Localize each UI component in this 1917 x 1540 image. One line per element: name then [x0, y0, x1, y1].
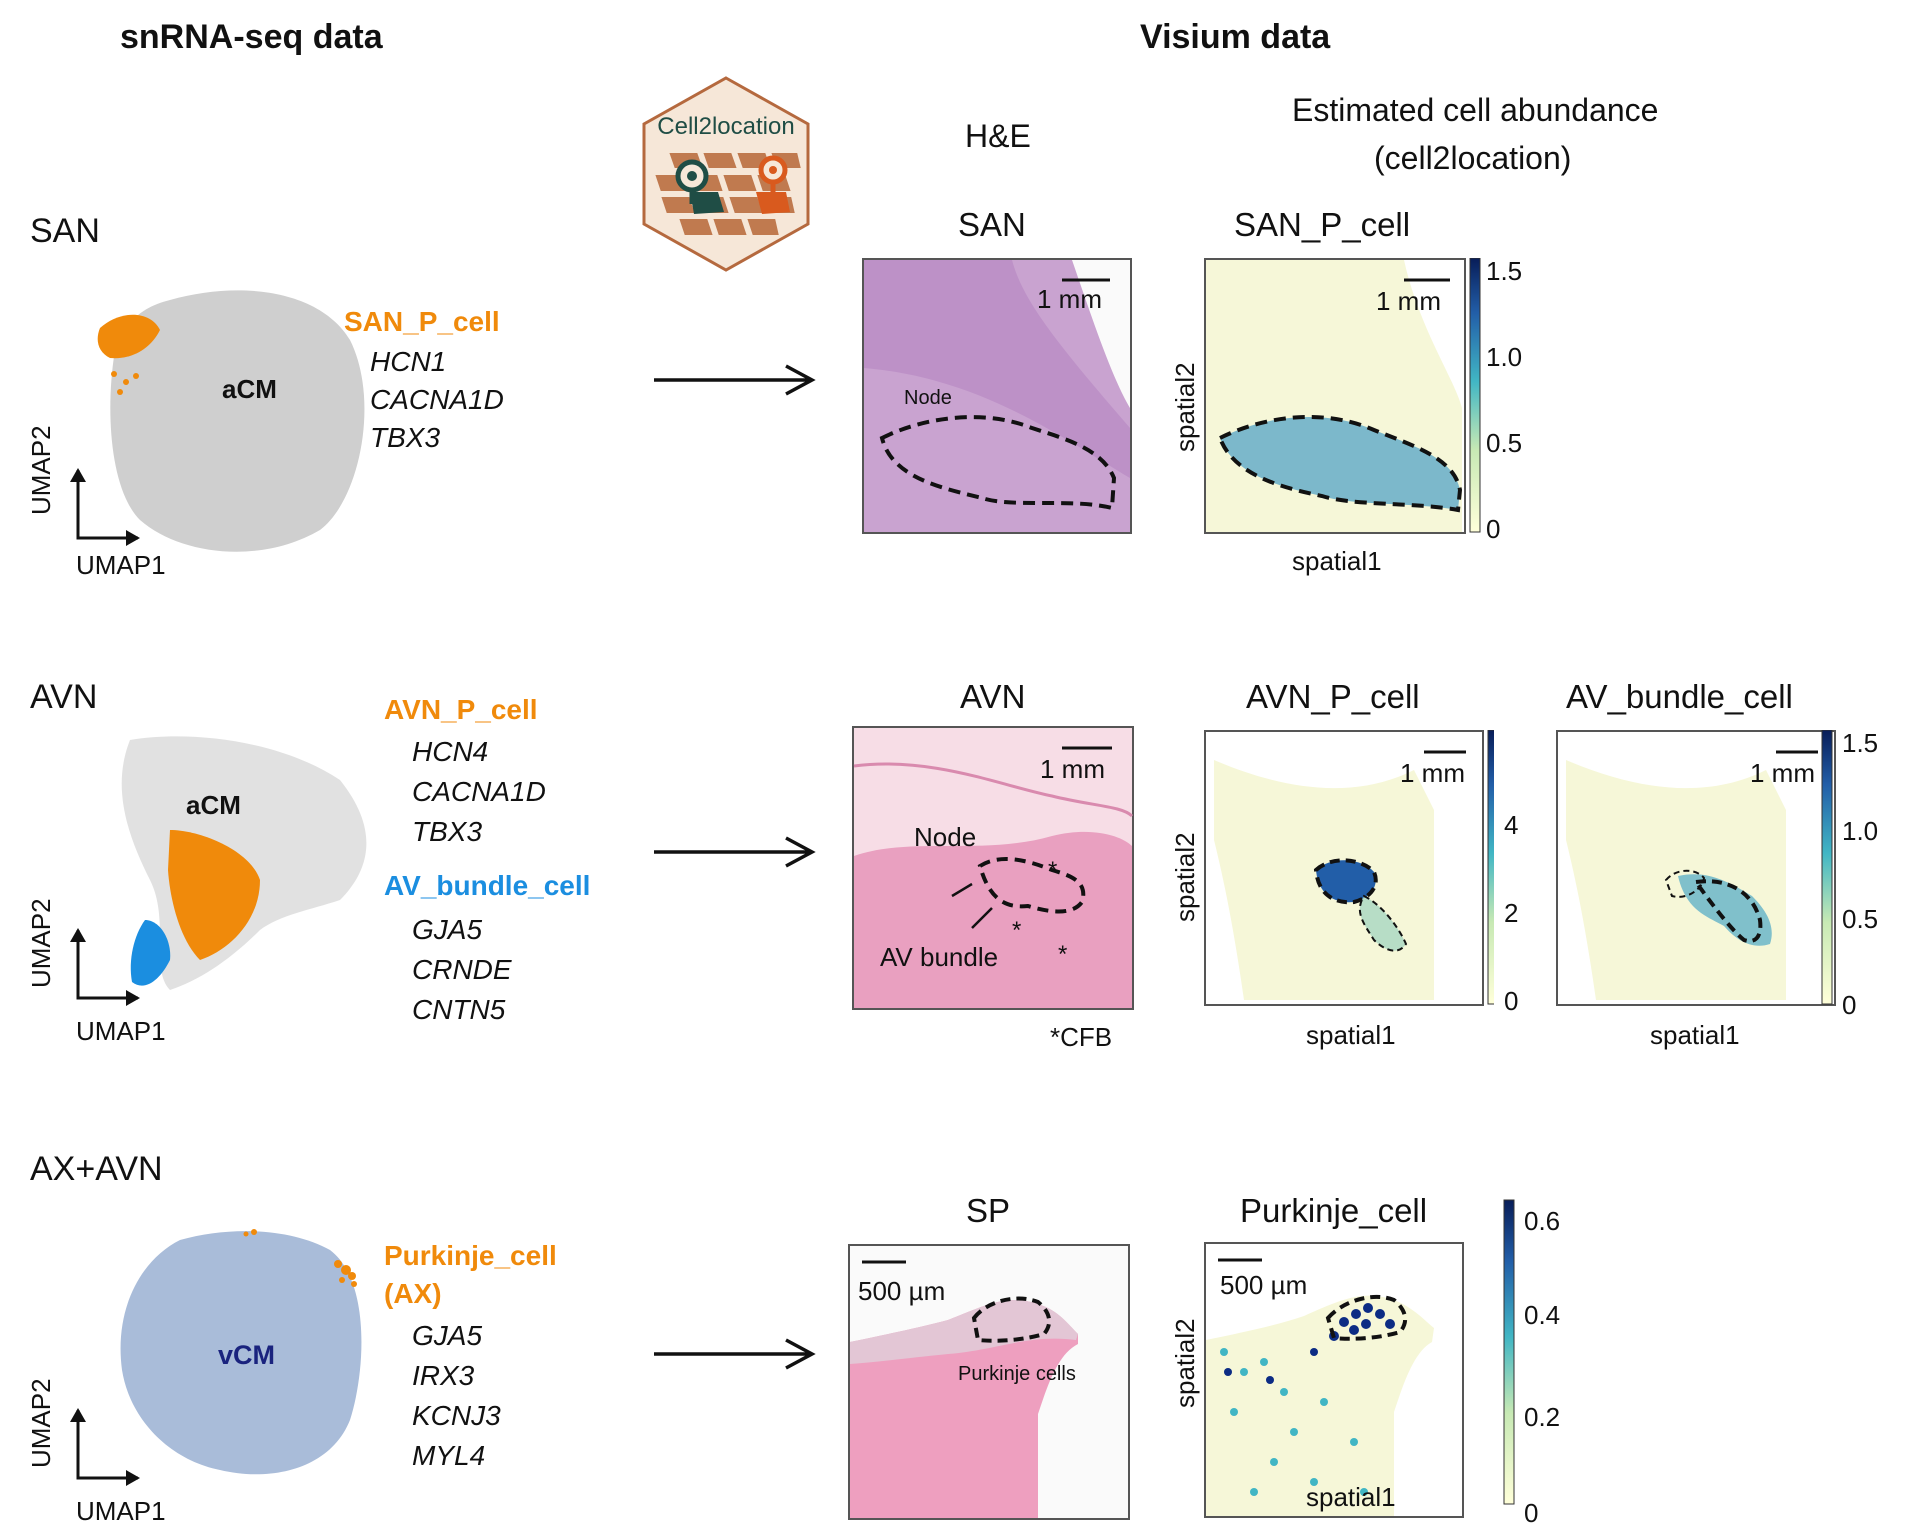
avn-gene-1: HCN4: [412, 736, 489, 767]
ax-cbar-tick-3: 0.2: [1524, 1402, 1561, 1432]
umap-axes-san: [70, 468, 140, 546]
arrow-ax: [654, 1338, 816, 1370]
visium-header: Visium data: [1140, 18, 1331, 56]
umap-san: aCM: [97, 290, 365, 552]
umap1-label-avn: UMAP1: [76, 1016, 166, 1046]
avn-p2-tick-2: 1.0: [1842, 816, 1879, 846]
avn-footnote: *CFB: [1050, 1022, 1113, 1052]
ax-gene-3: KCNJ3: [412, 1400, 501, 1431]
avn-gene-5: CRNDE: [412, 954, 512, 985]
san-cbar-tick-3: 0.5: [1486, 428, 1523, 458]
umap1-label-san: UMAP1: [76, 550, 166, 580]
umap-ax: vCM: [120, 1229, 362, 1475]
ax-gene-2: IRX3: [412, 1360, 475, 1391]
snrna-header: snRNA-seq data: [120, 18, 383, 56]
avn-node-label: Node: [914, 822, 976, 852]
avn-map1-scalebar: 1 mm: [1400, 758, 1465, 788]
avn-he-title: AVN: [960, 678, 1026, 715]
avn-p2-tick-4: 0: [1842, 990, 1857, 1020]
san-cbar-tick-2: 1.0: [1486, 342, 1523, 372]
avn-gene-3: TBX3: [412, 816, 483, 847]
avn-he-image: * * * 1 mm Node AV bundle: [852, 726, 1134, 1010]
svg-text:*: *: [1012, 917, 1021, 944]
ax-colorbar: [1503, 1199, 1515, 1505]
umap-axes-avn: [70, 928, 140, 1006]
avn-panel2-title: AV_bundle_cell: [1566, 678, 1793, 715]
avn-cell-type-2: AV_bundle_cell: [384, 870, 591, 901]
arrow-san: [654, 364, 816, 396]
san-spatial2-label: spatial2: [1170, 362, 1200, 452]
avn-abundance-map-2: 1 mm: [1556, 730, 1836, 1006]
umap2-label-ax: UMAP2: [26, 1378, 56, 1468]
san-he-title: SAN: [958, 206, 1026, 243]
san-cbar-tick-1: 1.5: [1486, 256, 1523, 286]
san-cell-type: SAN_P_cell: [344, 306, 500, 337]
avn-p1-tick-2: 2: [1504, 898, 1519, 928]
avn-he-scalebar: 1 mm: [1040, 754, 1105, 784]
row-label-ax: AX+AVN: [30, 1150, 163, 1188]
avn-p1-tick-1: 4: [1504, 810, 1519, 840]
svg-text:*: *: [1048, 857, 1057, 884]
avn-gene-2: CACNA1D: [412, 776, 546, 807]
umap1-label-ax: UMAP1: [76, 1496, 166, 1526]
avn-p1-spatial1-label: spatial1: [1306, 1020, 1396, 1050]
row-label-avn: AVN: [30, 678, 98, 716]
umap-cluster-label: aCM: [186, 790, 241, 820]
san-spatial1-label: spatial1: [1292, 546, 1382, 576]
umap-axes-ax: [70, 1408, 140, 1486]
umap2-label-avn: UMAP2: [26, 898, 56, 988]
ax-panel-title: Purkinje_cell: [1240, 1192, 1428, 1229]
ax-abundance-map: 500 µm: [1204, 1242, 1464, 1518]
ax-he-image: 500 µm Purkinje cells: [848, 1244, 1130, 1520]
umap-cluster-label: vCM: [218, 1340, 275, 1370]
san-node-label: Node: [904, 387, 952, 409]
avn-p1-tick-3: 0: [1504, 986, 1519, 1016]
san-gene-3: TBX3: [370, 422, 441, 453]
row-label-san: SAN: [30, 212, 100, 250]
ax-cbar-tick-4: 0: [1524, 1498, 1539, 1528]
ax-he-title: SP: [966, 1192, 1011, 1229]
ax-map-scalebar: 500 µm: [1220, 1270, 1307, 1300]
avn-cell-type-1: AVN_P_cell: [384, 694, 538, 725]
avn-gene-4: GJA5: [412, 914, 483, 945]
ax-cbar-tick-1: 0.6: [1524, 1206, 1561, 1236]
umap2-label-san: UMAP2: [26, 425, 56, 515]
san-abundance-map: 1 mm: [1204, 258, 1481, 534]
avn-map2-scalebar: 1 mm: [1750, 758, 1815, 788]
avn-p2-tick-1: 1.5: [1842, 728, 1879, 758]
he-column-header: H&E: [965, 118, 1031, 154]
logo-text: Cell2location: [657, 113, 794, 140]
cell2location-logo: Cell2location: [642, 76, 810, 272]
ax-spatial1-label: spatial1: [1306, 1482, 1396, 1512]
ax-cell-type-line2: (AX): [384, 1278, 442, 1309]
ax-spatial2-label: spatial2: [1170, 1318, 1200, 1408]
avn-panel1-title: AVN_P_cell: [1246, 678, 1420, 715]
san-gene-2: CACNA1D: [370, 384, 504, 415]
avn-bundle-label: AV bundle: [880, 942, 998, 972]
svg-text:*: *: [1058, 941, 1067, 968]
ax-gene-1: GJA5: [412, 1320, 483, 1351]
san-he-image: 1 mm Node: [862, 258, 1132, 534]
avn-p1-spatial2-label: spatial2: [1170, 832, 1200, 922]
ax-cell-type-line1: Purkinje_cell: [384, 1240, 557, 1271]
umap-cluster-label: aCM: [222, 374, 277, 404]
abundance-header-line1: Estimated cell abundance: [1292, 92, 1659, 128]
abundance-header-line2: (cell2location): [1374, 140, 1572, 176]
san-he-scalebar: 1 mm: [1037, 284, 1102, 314]
arrow-avn: [654, 836, 816, 868]
san-cbar-tick-4: 0: [1486, 514, 1501, 544]
san-panel-title: SAN_P_cell: [1234, 206, 1411, 243]
avn-p2-spatial1-label: spatial1: [1650, 1020, 1740, 1050]
avn-p2-tick-3: 0.5: [1842, 904, 1879, 934]
ax-cbar-tick-2: 0.4: [1524, 1300, 1561, 1330]
san-map-scalebar: 1 mm: [1376, 286, 1441, 316]
ax-purkinje-label: Purkinje cells: [958, 1363, 1076, 1385]
ax-gene-4: MYL4: [412, 1440, 486, 1471]
avn-gene-6: CNTN5: [412, 994, 506, 1025]
umap-avn: aCM: [121, 736, 367, 990]
san-gene-1: HCN1: [370, 346, 447, 377]
ax-he-scalebar: 500 µm: [858, 1276, 945, 1306]
avn-abundance-map-1: 1 mm: [1204, 730, 1494, 1006]
